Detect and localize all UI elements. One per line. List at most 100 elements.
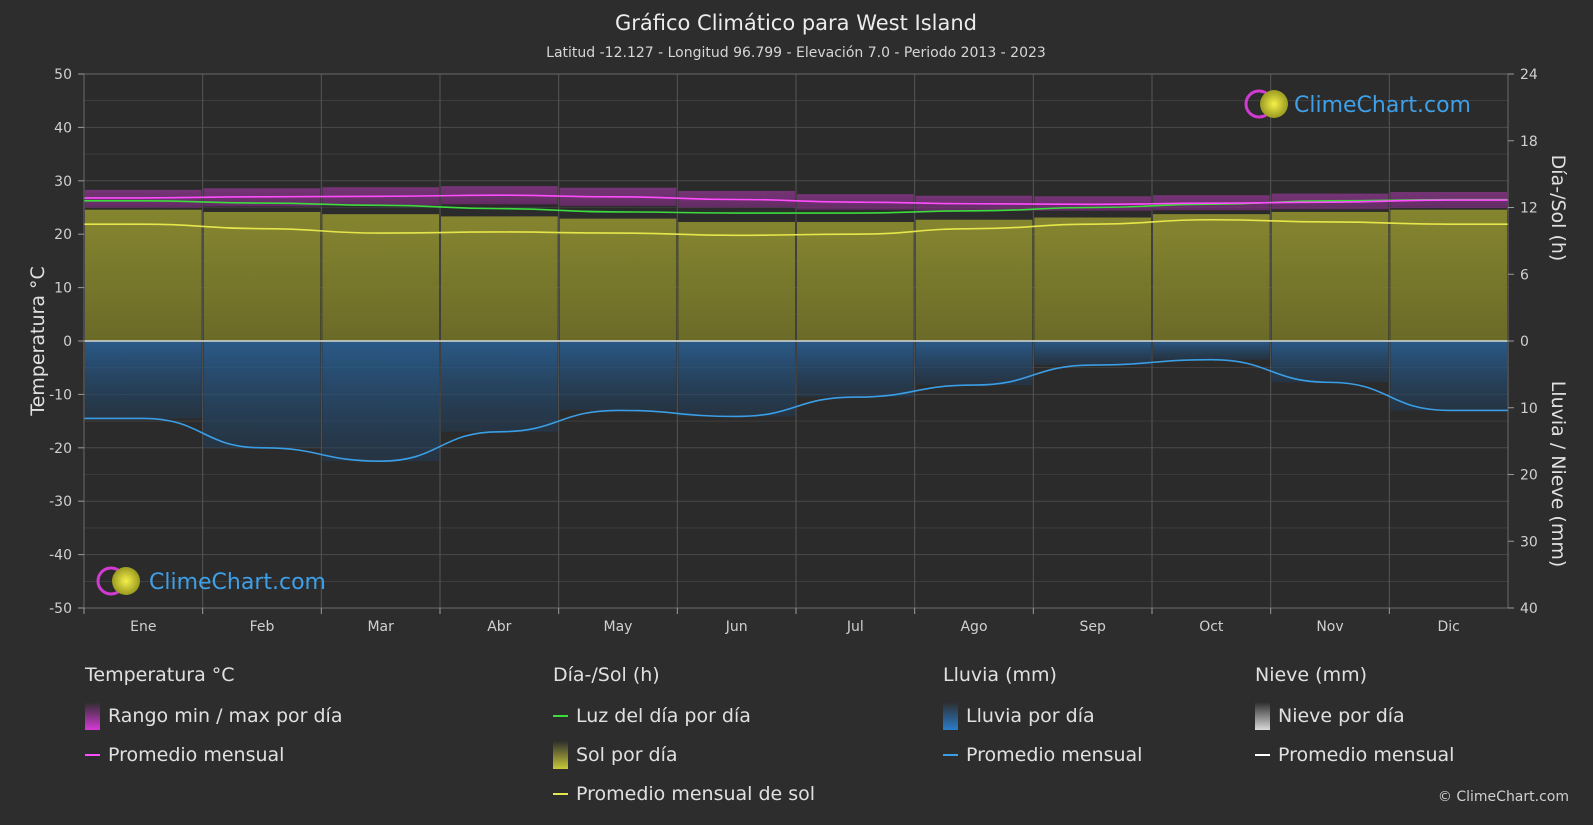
right-top-tick-label: 18 [1520,134,1538,150]
rain-bar [1153,341,1270,360]
legend-item: Promedio mensual [1255,741,1454,769]
x-tick-label: Ene [130,619,156,635]
legend-group: Nieve (mm) Nieve por día Promedio mensual [1255,660,1454,780]
x-tick-label: Dic [1437,619,1459,635]
rain-bar [322,341,439,462]
sunshine-bar [1271,211,1389,341]
logo-sun-icon [112,567,140,595]
rain-bar [1390,341,1507,411]
sunshine-bar [1153,214,1270,341]
rain-bar [678,341,795,417]
left-tick-label: 30 [54,174,72,190]
axes: 50 40 30 20 10 0 -10 -20 -30 -40 -50 24 18 12 6 0 10 20 30… [49,67,1538,635]
rain-bar [559,341,677,411]
legend-item: Promedio mensual [943,741,1142,769]
watermark-logo-bottom: ClimeChart.com [96,566,326,596]
legend-line-swatch [553,793,568,795]
left-tick-label: -20 [49,441,72,457]
legend-item: Promedio mensual de sol [553,780,815,808]
legend-group: Temperatura °C Rango min / max por día Pro… [85,660,342,780]
sunshine-bar [203,211,321,341]
left-tick-label: 20 [54,227,72,243]
right-bottom-tick-label: 30 [1520,534,1538,550]
left-tick-label: -30 [49,494,72,510]
rain-bar [1034,341,1151,366]
rain-bar [203,341,321,448]
sunshine-bar [441,216,558,341]
chart-title: Gráfico Climático para West Island [615,11,977,35]
right-bottom-tick-label: 10 [1520,401,1538,417]
legend-box-swatch [85,702,100,730]
right-top-tick-label: 0 [1520,334,1529,350]
watermark-text-bottom: ClimeChart.com [149,570,326,595]
sunshine-bar [915,219,1033,341]
legend-item-label: Lluvia por día [966,705,1095,727]
left-tick-label: -10 [49,387,72,403]
left-tick-label: 10 [54,281,72,297]
legend-line-swatch [943,754,958,756]
sunshine-bar [797,221,914,341]
legend-group: Día-/Sol (h) Luz del día por día Sol por d… [553,660,815,819]
sunshine-bar [322,214,439,341]
legend-line-swatch [85,754,100,756]
sunshine-bar [559,218,677,341]
legend-item-label: Nieve por día [1278,705,1405,727]
chart-canvas: Gráfico Climático para West Island Latit… [27,11,1569,635]
legend-item: Rango min / max por día [85,702,342,730]
rain-bar [915,341,1033,386]
right-top-tick-label: 6 [1520,267,1529,283]
sunshine-bar [678,221,795,341]
legend-item: Lluvia por día [943,702,1142,730]
chart-subtitle: Latitud -12.127 - Longitud 96.799 - Elev… [546,45,1046,61]
x-tick-label: Feb [250,619,275,635]
right-top-tick-label: 24 [1520,67,1538,83]
legend-group-title: Día-/Sol (h) [553,664,660,686]
x-tick-label: Sep [1079,619,1106,635]
left-tick-label: 0 [63,334,72,350]
legend-item: Promedio mensual [85,741,342,769]
legend-item-label: Promedio mensual de sol [576,783,816,805]
watermark-text-top: ClimeChart.com [1294,93,1471,118]
sunshine-monthly-line [84,218,1508,237]
sunshine-bar [1034,217,1151,341]
rain-bar [1271,341,1389,383]
rain-bar [441,341,558,432]
legend-box-swatch [1255,702,1270,730]
right-axis-top-label: Día-/Sol (h) [1547,155,1569,262]
rain-bar [85,341,202,419]
legend-group-title: Nieve (mm) [1255,664,1367,686]
legend-group-title: Lluvia (mm) [943,664,1057,686]
x-tick-label: Jul [846,619,864,635]
right-axis-bottom-label: Lluvia / Nieve (mm) [1547,381,1569,568]
left-tick-label: -40 [49,548,72,564]
legend-item-label: Rango min / max por día [108,705,343,727]
legend-box-swatch [943,702,958,730]
x-tick-label: Nov [1316,619,1343,635]
x-tick-label: Jun [725,619,748,635]
x-tick-label: Ago [960,619,987,635]
rain-monthly-line [83,358,1508,462]
x-tick-label: Oct [1199,619,1224,635]
legend-item-label: Luz del día por día [576,705,751,727]
legend-line-swatch [1255,754,1270,756]
left-tick-label: 50 [54,67,72,83]
right-bottom-tick-label: 20 [1520,468,1538,484]
sunshine-bar [1390,209,1507,341]
legend-item: Nieve por día [1255,702,1454,730]
left-tick-label: 40 [54,120,72,136]
right-bottom-tick-label: 40 [1520,601,1538,617]
x-tick-label: Mar [367,619,394,635]
legend-item-label: Promedio mensual [108,744,285,766]
legend-item: Sol por día [553,741,815,769]
x-tick-label: Abr [487,619,511,635]
legend-group-title: Temperatura °C [85,664,235,686]
x-tick-label: May [604,619,633,635]
legend-item-label: Promedio mensual [1278,744,1455,766]
data-lines [83,194,1508,462]
right-top-tick-label: 12 [1520,201,1538,217]
temp-range-bar [85,189,202,208]
legend-box-swatch [553,741,568,769]
watermark-logo-top: ClimeChart.com [1244,89,1471,119]
logo-sun-icon [1260,90,1288,118]
